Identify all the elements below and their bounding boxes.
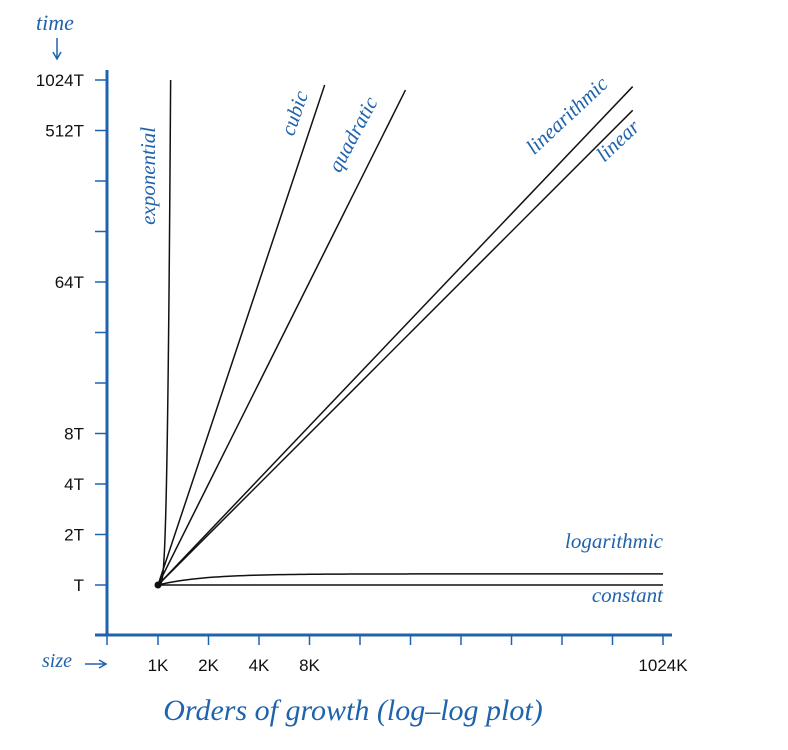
y-tick-label: 4T	[64, 475, 84, 494]
x-tick-label: 1024K	[638, 656, 688, 675]
y-axis-arrow-icon	[52, 38, 62, 61]
chart-title: Orders of growth (log–log plot)	[163, 694, 542, 727]
x-axis-arrow-icon	[85, 659, 108, 669]
x-tick-label: 2K	[198, 656, 219, 675]
series-label-exponential: exponential	[136, 127, 160, 225]
y-tick-label: 2T	[64, 526, 84, 545]
series-group: constantlogarithmiclinearlinearithmicqua…	[136, 71, 664, 607]
series-label-quadratic: quadratic	[323, 92, 383, 176]
series-line-linearithmic	[157, 86, 634, 586]
y-tick-label: T	[74, 576, 84, 595]
x-ticks: 1K 2K 4K 8K 1024K	[106, 635, 688, 675]
x-tick-label: 4K	[249, 656, 270, 675]
y-ticks: T 2T 4T 8T 64T 512T 1024T	[36, 71, 107, 595]
series-line-quadratic	[157, 89, 407, 586]
series-line-logarithmic	[157, 573, 663, 586]
series-label-constant: constant	[592, 583, 664, 607]
origin-point	[154, 581, 162, 589]
series-label-cubic: cubic	[276, 87, 314, 138]
axes	[95, 70, 672, 637]
y-tick-label: 64T	[55, 273, 84, 292]
x-tick-label: 8K	[299, 656, 320, 675]
series-line-cubic	[157, 84, 326, 586]
series-label-logarithmic: logarithmic	[565, 529, 664, 553]
y-tick-label: 8T	[64, 425, 84, 444]
y-tick-label: 512T	[45, 122, 84, 141]
y-tick-label: 1024T	[36, 71, 84, 90]
y-axis-label: time	[36, 10, 74, 35]
x-axis-label: size	[42, 650, 72, 672]
x-tick-label: 1K	[148, 656, 169, 675]
series-line-linear	[157, 109, 634, 586]
